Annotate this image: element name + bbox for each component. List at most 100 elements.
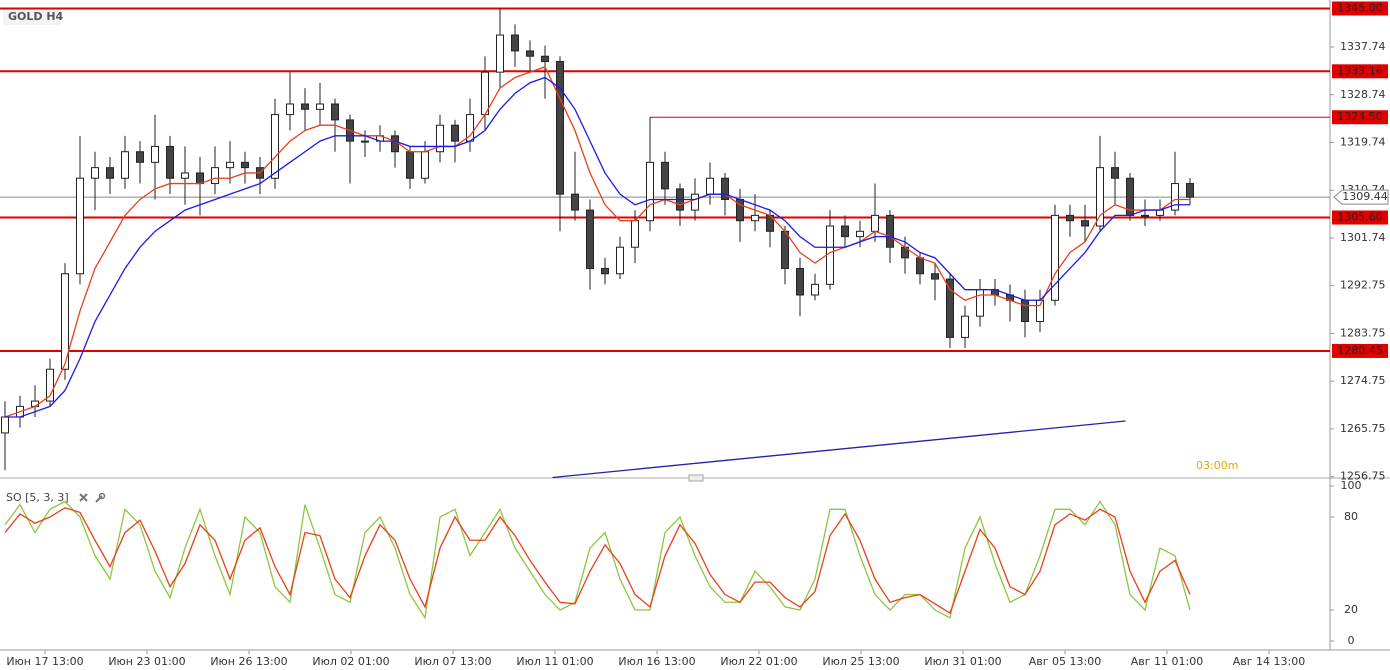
y-tick-label: 20	[1344, 603, 1358, 616]
title-background	[3, 8, 61, 25]
trend-line	[552, 420, 1126, 479]
candle	[616, 236, 624, 280]
candle-body	[301, 103, 309, 110]
candle-body	[646, 161, 654, 222]
candle	[361, 130, 369, 158]
y-tick-label: 1337.74	[1340, 40, 1386, 53]
candle-body	[616, 246, 624, 275]
candle	[811, 273, 819, 301]
candle	[511, 24, 519, 67]
x-tick-label: Авг 05 13:00	[1029, 655, 1101, 668]
candle-body	[496, 34, 504, 73]
oscillator-line	[4, 507, 1191, 615]
candle-body	[826, 225, 834, 285]
candle-body	[391, 135, 399, 153]
ray-label: 1324.50	[1337, 110, 1383, 123]
candle	[106, 157, 114, 195]
candle-body	[796, 267, 804, 296]
candle	[496, 8, 504, 89]
candle-body	[106, 167, 114, 179]
candle-body	[526, 50, 534, 57]
candle	[91, 151, 99, 211]
candle	[76, 135, 84, 285]
candle-body	[151, 145, 159, 163]
candle	[961, 305, 969, 349]
candle	[301, 88, 309, 131]
candle-body	[451, 124, 459, 142]
candle	[211, 146, 219, 195]
candle-body	[1021, 299, 1029, 322]
y-tick-label: 1328.74	[1340, 88, 1386, 101]
candle	[1141, 199, 1149, 227]
ray-label-box	[1332, 110, 1388, 125]
candle-body	[211, 167, 219, 185]
candle-body	[1171, 183, 1179, 211]
x-tick-label: Июн 17 13:00	[6, 655, 83, 668]
candle	[931, 263, 939, 301]
candle	[226, 141, 234, 184]
level-label-box	[1332, 343, 1388, 358]
candle	[436, 114, 444, 163]
candle-body	[91, 167, 99, 179]
candle-body	[421, 151, 429, 179]
candle-body	[196, 172, 204, 185]
last-price-label: 1309.44	[1342, 190, 1388, 203]
oscillator-line	[4, 500, 1191, 620]
candle-body	[46, 368, 54, 402]
panel-resize-handle[interactable]	[688, 474, 704, 482]
candle-body	[226, 161, 234, 169]
candle-body	[1051, 214, 1059, 301]
candle-body	[436, 124, 444, 153]
candle-body	[76, 177, 84, 275]
candle-body	[271, 114, 279, 179]
countdown: 03:00m	[1196, 459, 1238, 472]
x-tick-label: Авг 11 01:00	[1131, 655, 1203, 668]
candle-body	[886, 214, 894, 248]
y-tick-label: 80	[1344, 510, 1358, 523]
candle-body	[481, 71, 489, 116]
candle-body	[811, 283, 819, 296]
candle-body	[316, 103, 324, 110]
x-tick-label: Июн 26 13:00	[210, 655, 287, 668]
chart-title: GOLD H4	[8, 10, 64, 23]
candle	[646, 117, 654, 232]
indicator-settings-icon[interactable]	[95, 492, 106, 503]
candle	[556, 56, 564, 232]
candle-body	[781, 230, 789, 269]
candle	[166, 135, 174, 195]
candle-body	[841, 225, 849, 238]
candle-body	[121, 151, 129, 179]
candle	[796, 257, 804, 317]
last-price-box	[1333, 189, 1389, 205]
candle	[121, 135, 129, 189]
candle	[571, 151, 579, 221]
candle	[61, 263, 69, 380]
candle-body	[706, 177, 714, 195]
candle	[661, 151, 669, 205]
x-tick-label: Июн 23 01:00	[108, 655, 185, 668]
candle-body	[691, 193, 699, 211]
candle-body	[586, 209, 594, 269]
candle-body	[1156, 209, 1164, 216]
candle-body	[1096, 167, 1104, 227]
x-tick-label: Июл 31 01:00	[924, 655, 1001, 668]
candle-body	[166, 145, 174, 179]
y-tick-label: 1283.75	[1340, 326, 1386, 339]
candle	[271, 98, 279, 189]
indicator-close-icon[interactable]	[79, 493, 88, 502]
x-tick-label: Июл 02 01:00	[312, 655, 389, 668]
candle-body	[961, 315, 969, 338]
y-tick-label: 1274.75	[1340, 374, 1386, 387]
candle	[181, 146, 189, 205]
candle	[136, 141, 144, 184]
y-tick-label: 0	[1348, 634, 1355, 647]
x-tick-label: Июл 22 01:00	[720, 655, 797, 668]
candle	[1186, 178, 1194, 205]
candle-body	[136, 151, 144, 163]
moving-average	[4, 66, 1190, 418]
candle	[46, 358, 54, 407]
level-label: 1333.16	[1337, 64, 1383, 77]
y-tick-label: 1292.75	[1340, 279, 1386, 292]
